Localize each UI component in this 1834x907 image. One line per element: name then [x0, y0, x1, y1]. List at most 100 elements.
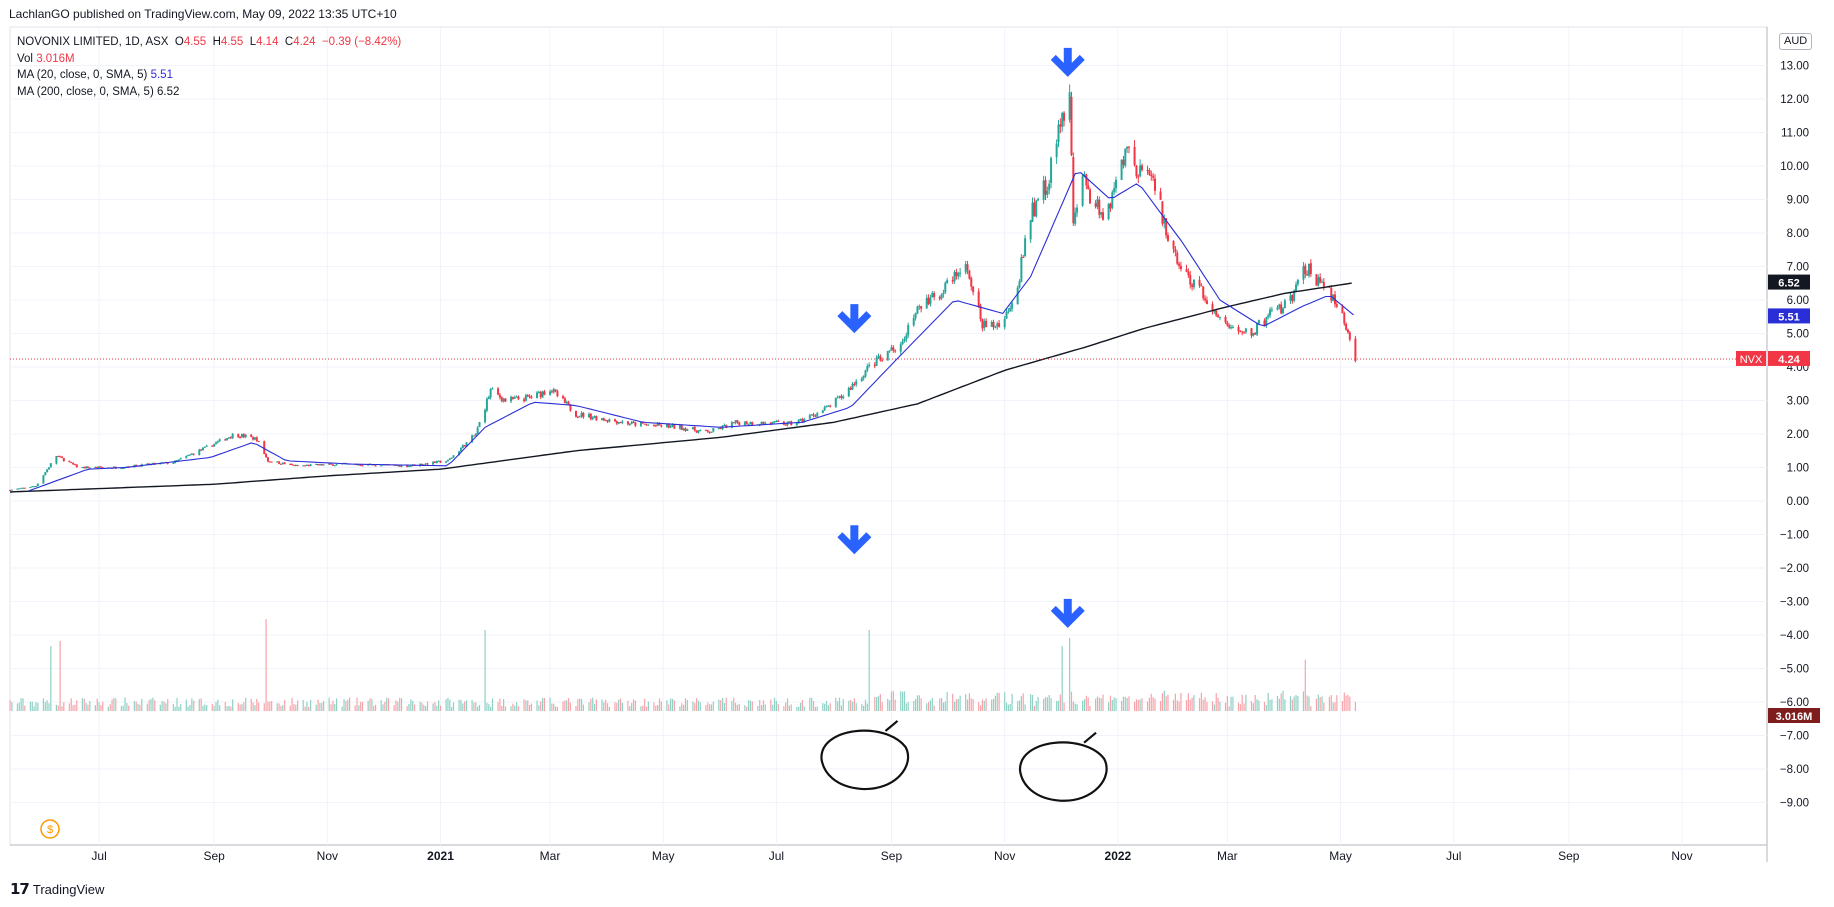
volume-bar: [718, 699, 720, 711]
candle-body: [1016, 287, 1019, 305]
annotation-arrow-down-icon[interactable]: [837, 304, 872, 334]
candle-body: [710, 431, 713, 433]
volume-bar: [644, 698, 646, 711]
volume-bar: [124, 697, 126, 711]
volume-bar: [31, 701, 33, 711]
x-tick-label: 2021: [427, 849, 454, 863]
y-tick-label: 3.00: [1787, 396, 1809, 408]
candle-body: [736, 420, 739, 423]
annotation-arrow-down-icon[interactable]: [837, 525, 872, 555]
candle-body: [1204, 298, 1207, 301]
volume-bar: [230, 706, 232, 711]
annotation-circle[interactable]: [820, 720, 910, 791]
candle-body: [435, 460, 438, 464]
candle-body: [600, 418, 603, 421]
volume-bar: [228, 705, 230, 711]
candle-body: [426, 463, 429, 465]
candle-body: [840, 396, 843, 399]
candle-body: [1120, 159, 1123, 180]
low-label: L: [249, 36, 257, 48]
volume-bar: [900, 691, 902, 711]
candle-body: [474, 433, 477, 436]
candle-body: [745, 421, 748, 425]
candle-body: [1280, 304, 1283, 314]
candle-body: [120, 468, 123, 470]
volume-bar: [916, 695, 919, 711]
candle-body: [253, 437, 256, 440]
annotation-circle[interactable]: [1018, 731, 1108, 802]
volume-bar: [1237, 702, 1240, 711]
candle-body: [866, 366, 869, 371]
volume-bar: [577, 699, 579, 711]
volume-bar: [1007, 704, 1009, 711]
volume-bar: [783, 706, 785, 711]
annotation-arrow-down-icon[interactable]: [1050, 598, 1085, 628]
volume-bar: [1133, 701, 1136, 711]
candle-body: [1191, 284, 1194, 288]
candle-body: [318, 464, 321, 466]
volume-bar: [1069, 638, 1071, 711]
candle-body: [487, 397, 490, 399]
volume-bar: [634, 700, 636, 711]
tradingview-brand[interactable]: 𝟭𝟳 TradingView: [10, 880, 104, 898]
candle-body: [992, 321, 995, 328]
volume-bar: [889, 700, 891, 711]
candle-body: [31, 486, 34, 488]
candle-body: [953, 271, 956, 282]
legend-ma20-row[interactable]: MA (20, close, 0, SMA, 5) 5.51: [17, 67, 401, 84]
candle-body: [1276, 307, 1279, 310]
dividend-marker-icon[interactable]: [40, 819, 60, 839]
annotation-arrow-down-icon[interactable]: [1050, 47, 1085, 77]
volume-bar: [840, 705, 842, 711]
x-tick-label: Jul: [1446, 849, 1461, 863]
candle-body: [1166, 235, 1169, 241]
candle-body: [771, 421, 774, 425]
volume-bar: [434, 702, 436, 711]
candle-body: [203, 446, 206, 448]
volume-bar: [946, 691, 948, 711]
volume-bar: [202, 705, 204, 711]
candle-body: [1137, 176, 1140, 178]
volume-bar: [939, 698, 941, 711]
volume-bar: [1139, 699, 1141, 711]
volume-bar: [790, 704, 792, 711]
candle-body: [775, 420, 778, 422]
volume-bar: [575, 706, 577, 711]
candle-body: [1083, 174, 1086, 176]
volume-bar: [447, 697, 449, 711]
candle-body: [33, 486, 36, 488]
candle-body: [938, 296, 941, 299]
volume-bar: [150, 698, 152, 711]
y-tick-label: −8.00: [1780, 764, 1809, 776]
volume-bar: [536, 700, 538, 711]
volume-bar: [146, 703, 148, 711]
volume-bar: [137, 703, 139, 711]
candle-body: [1174, 249, 1177, 252]
y-tick-label: 13.00: [1780, 61, 1809, 73]
legend-volume-row[interactable]: Vol 3.016M: [17, 51, 401, 68]
currency-button[interactable]: AUD: [1779, 33, 1813, 50]
ma200-badge: 6.52: [1778, 278, 1799, 290]
legend-ma200-row[interactable]: MA (200, close, 0, SMA, 5) 6.52: [17, 84, 401, 101]
volume-bar: [1107, 702, 1110, 711]
candle-body: [294, 464, 297, 466]
candle-body: [1202, 286, 1205, 299]
candle-body: [541, 391, 544, 398]
volume-bar: [764, 704, 766, 711]
candle-body: [1289, 295, 1292, 301]
candle-body: [552, 389, 555, 393]
candle-body: [892, 347, 895, 351]
candle-body: [643, 423, 646, 425]
x-tick-label: Nov: [994, 849, 1015, 863]
candle-body: [9, 489, 11, 491]
volume-bar: [1336, 695, 1338, 711]
candle-body: [760, 421, 763, 425]
candle-body: [593, 416, 596, 418]
candle-body: [1061, 112, 1064, 127]
candle-body: [1343, 313, 1346, 324]
symbol-name[interactable]: NOVONIX LIMITED, 1D, ASX: [17, 36, 169, 48]
candle-body: [1126, 146, 1129, 149]
brand-label: TradingView: [32, 881, 105, 897]
